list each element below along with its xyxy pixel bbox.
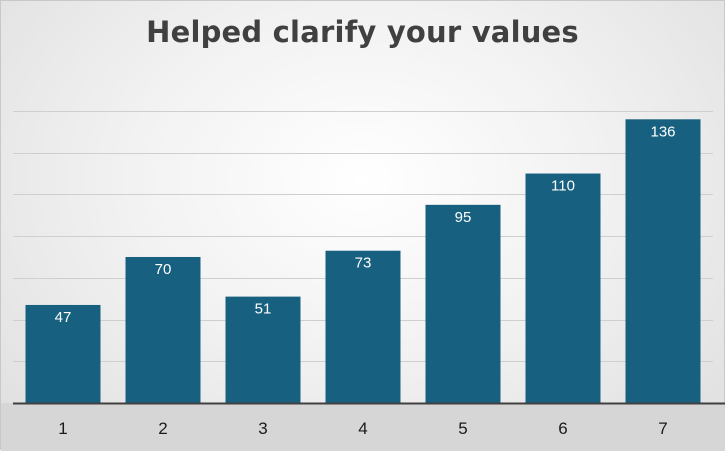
- bar-6: [525, 173, 601, 403]
- x-tick-label-6: 6: [558, 419, 567, 438]
- x-tick-label-3: 3: [258, 419, 267, 438]
- data-label-2: 70: [155, 261, 172, 278]
- data-label-6: 110: [551, 178, 575, 195]
- x-axis-band: [1, 403, 725, 451]
- data-label-7: 136: [650, 123, 675, 140]
- data-label-3: 51: [255, 301, 272, 318]
- bar-3: [225, 296, 301, 403]
- data-label-1: 47: [55, 309, 72, 326]
- bar-1: [25, 304, 101, 403]
- x-tick-label-1: 1: [58, 419, 67, 438]
- bar-5: [425, 204, 501, 403]
- bar-2: [125, 256, 201, 403]
- bar-4: [325, 250, 401, 403]
- x-tick-label-4: 4: [358, 419, 367, 438]
- data-label-4: 73: [355, 255, 372, 272]
- x-tick-label-5: 5: [458, 419, 467, 438]
- bar-7: [625, 119, 701, 403]
- chart-title: Helped clarify your values: [146, 15, 579, 49]
- x-tick-label-2: 2: [158, 419, 167, 438]
- x-tick-label-7: 7: [658, 419, 667, 438]
- data-label-5: 95: [455, 209, 472, 226]
